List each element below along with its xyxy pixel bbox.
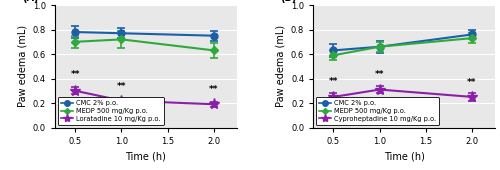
Y-axis label: Paw edema (mL): Paw edema (mL): [276, 25, 285, 107]
Text: (A): (A): [22, 0, 39, 3]
Text: **: **: [116, 82, 126, 91]
X-axis label: Time (h): Time (h): [126, 151, 166, 161]
Text: **: **: [375, 70, 384, 79]
Legend: CMC 2% p.o., MEDP 500 mg/Kg p.o., Loratadine 10 mg/Kg p.o.: CMC 2% p.o., MEDP 500 mg/Kg p.o., Lorata…: [58, 97, 164, 125]
Legend: CMC 2% p.o., MEDP 500 mg/Kg p.o., Cyproheptadine 10 mg/Kg p.o.: CMC 2% p.o., MEDP 500 mg/Kg p.o., Cyproh…: [316, 97, 440, 125]
Text: **: **: [328, 77, 338, 86]
Y-axis label: Paw edema (mL): Paw edema (mL): [17, 25, 27, 107]
Text: **: **: [70, 70, 80, 79]
Text: (B): (B): [280, 0, 297, 3]
Text: **: **: [467, 78, 476, 87]
X-axis label: Time (h): Time (h): [384, 151, 424, 161]
Text: **: **: [209, 86, 218, 95]
